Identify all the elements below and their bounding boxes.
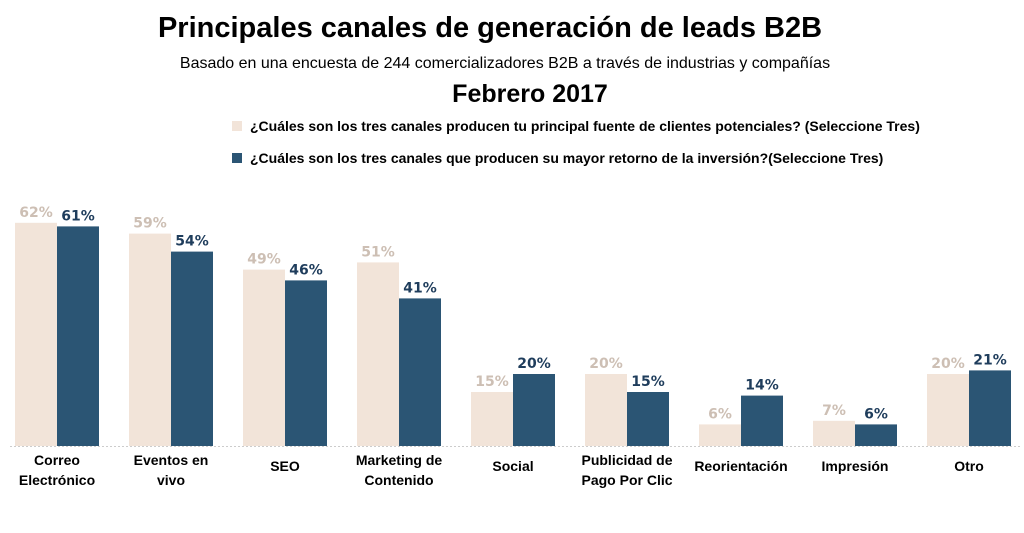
category-label: Otro	[912, 456, 1024, 476]
data-label: 59%	[133, 216, 167, 232]
category-label: Eventos en vivo	[114, 450, 228, 490]
bar-leads	[585, 374, 627, 446]
data-label: 6%	[708, 406, 732, 422]
category-label: Publicidad de Pago Por Clic	[570, 450, 684, 490]
bar-roi	[741, 395, 783, 446]
data-label: 15%	[631, 374, 665, 390]
category-label-line: vivo	[156, 472, 185, 488]
category-label: Marketing de Contenido	[342, 450, 456, 490]
category-label-line: Social	[492, 458, 534, 474]
data-label: 21%	[973, 352, 1007, 368]
category-label-line: Electrónico	[18, 472, 96, 488]
data-label: 61%	[61, 208, 95, 224]
bar-roi	[171, 251, 213, 446]
bar-leads	[129, 233, 171, 446]
legend-label-leads: ¿Cuáles son los tres canales producen tu…	[250, 118, 920, 134]
data-label: 46%	[289, 262, 323, 278]
category-label-line: Correo	[34, 452, 80, 468]
data-label: 49%	[247, 252, 281, 268]
bar-roi	[969, 370, 1011, 446]
data-label: 51%	[361, 244, 395, 260]
category-label-line: SEO	[270, 458, 300, 474]
category-label-line: Otro	[954, 458, 984, 474]
bar-roi	[285, 280, 327, 446]
bar-leads	[699, 424, 741, 446]
legend-swatch-leads	[232, 121, 242, 131]
bar-roi	[57, 226, 99, 446]
data-label: 20%	[589, 356, 623, 372]
category-label-line: Contenido	[364, 472, 434, 488]
category-label-line: Impresión	[821, 458, 889, 474]
data-label: 20%	[517, 356, 551, 372]
legend-item-leads: ¿Cuáles son los tres canales producen tu…	[232, 118, 920, 134]
data-label: 54%	[175, 234, 209, 250]
category-label-line: Eventos en	[133, 452, 209, 468]
category-label: Social	[456, 456, 570, 476]
bar-leads	[357, 262, 399, 446]
data-label: 15%	[475, 374, 509, 390]
bar-roi	[627, 392, 669, 446]
data-label: 20%	[931, 356, 965, 372]
bar-leads	[15, 222, 57, 446]
data-label: 14%	[745, 378, 779, 394]
category-label-line: Publicidad de	[581, 452, 673, 468]
data-label: 6%	[864, 406, 888, 422]
chart-subtitle: Basado en una encuesta de 244 comerciali…	[179, 55, 831, 72]
legend-swatch-roi	[232, 153, 242, 163]
bar-leads	[471, 392, 513, 446]
category-label: Impresión	[798, 456, 912, 476]
bar-roi	[513, 374, 555, 446]
category-label: Reorientación	[684, 456, 798, 476]
bar-leads	[813, 420, 855, 446]
category-label-line: Pago Por Clic	[581, 472, 673, 488]
category-label-line: Marketing de	[355, 452, 443, 468]
bar-roi	[399, 298, 441, 446]
data-label: 7%	[822, 403, 846, 419]
chart-date: Febrero 2017	[452, 80, 608, 108]
data-label: 62%	[19, 205, 53, 221]
bar-leads	[243, 269, 285, 446]
legend-label-roi: ¿Cuáles son los tres canales que produce…	[250, 150, 884, 166]
category-label: Correo Electrónico	[0, 450, 114, 490]
chart-title: Principales canales de generación de lea…	[157, 12, 823, 44]
category-label: SEO	[228, 456, 342, 476]
data-label: 41%	[403, 280, 437, 296]
legend-item-roi: ¿Cuáles son los tres canales que produce…	[232, 150, 883, 166]
category-label-line: Reorientación	[694, 458, 788, 474]
bar-leads	[927, 374, 969, 446]
bar-roi	[855, 424, 897, 446]
